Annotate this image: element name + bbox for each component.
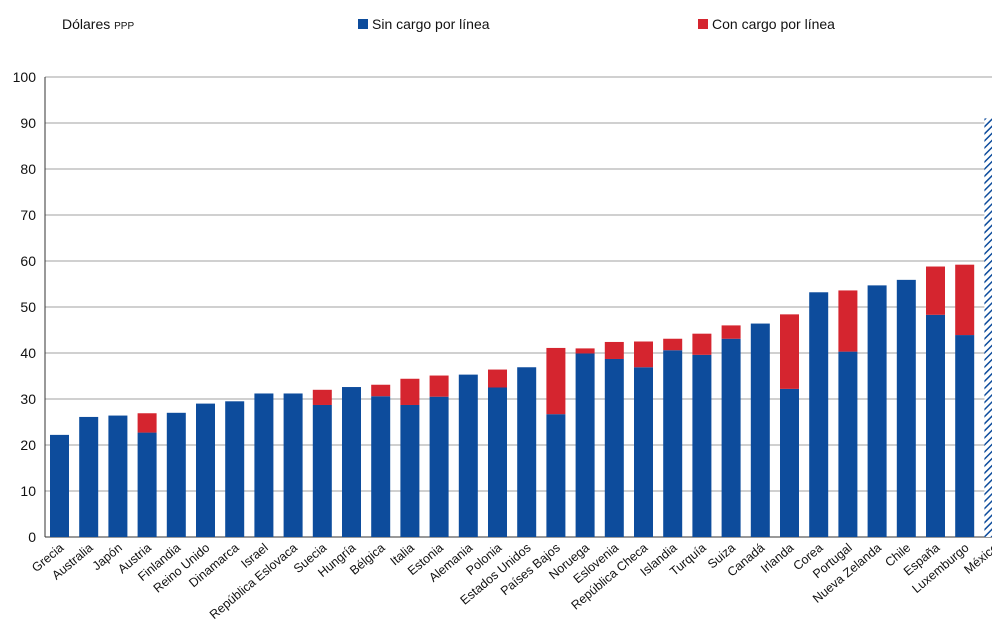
bar-sin-cargo-belgica — [371, 396, 391, 537]
bar-sin-cargo-turquia — [692, 354, 712, 537]
y-tick-label: 0 — [28, 529, 36, 545]
bar-sin-cargo-republica-eslovaca — [283, 393, 303, 537]
bar-sin-cargo-hungria — [342, 387, 361, 537]
unit-label-suffix: PPP — [114, 21, 135, 32]
bar-con-cargo-irlanda — [780, 314, 799, 389]
y-tick-label: 100 — [13, 69, 37, 85]
legend-label-con-cargo: Con cargo por línea — [712, 16, 835, 32]
bar-sin-cargo-islandia — [663, 350, 683, 537]
bar-sin-cargo-eslovenia — [604, 358, 624, 537]
bar-sin-cargo-grecia — [50, 434, 69, 537]
y-tick-label: 70 — [20, 207, 36, 223]
bar-sin-cargo-japon — [108, 415, 128, 537]
bar-sin-cargo-corea — [809, 292, 829, 537]
bar-sin-cargo-reino-unido — [196, 403, 215, 537]
bar-sin-cargo-austria — [137, 432, 157, 537]
legend-item-sin-cargo: Sin cargo por línea — [358, 16, 490, 32]
y-tick-label: 50 — [20, 299, 36, 315]
bar-sin-cargo-finlandia — [166, 412, 186, 537]
bar-sin-cargo-australia — [79, 416, 99, 537]
bar-sin-cargo-luxemburgo — [955, 335, 975, 537]
y-tick-label: 80 — [20, 161, 36, 177]
bar-con-cargo-belgica — [371, 384, 391, 397]
bar-con-cargo-islandia — [663, 338, 683, 351]
bar-sin-cargo-estados-unidos — [517, 367, 537, 537]
bar-sin-cargo-dinamarca — [225, 401, 245, 537]
bar-con-cargo-polonia — [488, 369, 507, 388]
y-tick-label: 60 — [20, 253, 36, 269]
bar-sin-cargo-suiza — [721, 338, 741, 537]
y-tick-label: 90 — [20, 115, 36, 131]
bar-sin-cargo-estonia — [429, 396, 449, 537]
y-axis-ticks: 0 10 20 30 40 50 60 70 80 90 100 — [13, 69, 37, 545]
legend-item-con-cargo: Con cargo por línea — [698, 16, 835, 32]
bar-sin-cargo-mexico — [984, 118, 992, 538]
bar-sin-cargo-noruega — [575, 353, 595, 537]
bar-sin-cargo-polonia — [488, 387, 507, 537]
bar-con-cargo-paises-bajos — [546, 347, 566, 415]
bar-con-cargo-eslovenia — [604, 341, 624, 359]
bar-con-cargo-republica-checa — [634, 341, 653, 368]
bar-con-cargo-luxemburgo — [955, 264, 975, 336]
bar-con-cargo-austria — [137, 413, 157, 433]
x-tick-label-irlanda: Irlanda — [758, 541, 796, 576]
bar-sin-cargo-portugal — [838, 351, 858, 537]
bar-con-cargo-espana — [926, 266, 945, 315]
bars — [50, 118, 992, 538]
bar-con-cargo-portugal — [838, 290, 858, 352]
bar-sin-cargo-republica-checa — [634, 367, 653, 537]
bar-sin-cargo-espana — [926, 314, 945, 537]
bar-con-cargo-italia — [400, 378, 420, 405]
bar-sin-cargo-israel — [254, 393, 274, 537]
unit-label-main: Dólares — [62, 16, 111, 32]
bar-con-cargo-suecia — [312, 389, 332, 405]
bar-con-cargo-turquia — [692, 333, 712, 355]
y-tick-label: 20 — [20, 437, 36, 453]
unit-label: Dólares PPP — [62, 16, 134, 32]
legend-swatch-con-cargo — [698, 19, 708, 29]
bar-sin-cargo-paises-bajos — [546, 414, 566, 537]
bar-con-cargo-noruega — [575, 348, 595, 354]
bar-sin-cargo-nueva-zelanda — [867, 285, 887, 537]
y-tick-label: 40 — [20, 345, 36, 361]
bar-sin-cargo-canada — [750, 323, 770, 537]
y-tick-label: 10 — [20, 483, 36, 499]
legend-swatch-sin-cargo — [358, 19, 368, 29]
x-axis-ticks: GreciaAustraliaJapónAustriaFinlandiaRein… — [29, 541, 992, 622]
bar-con-cargo-suiza — [721, 325, 741, 339]
bar-sin-cargo-irlanda — [780, 388, 799, 537]
bar-sin-cargo-alemania — [458, 374, 478, 537]
bar-sin-cargo-italia — [400, 404, 420, 537]
y-tick-label: 30 — [20, 391, 36, 407]
bar-con-cargo-estonia — [429, 375, 449, 397]
bar-sin-cargo-chile — [896, 279, 916, 537]
bar-sin-cargo-suecia — [312, 404, 332, 537]
legend-label-sin-cargo: Sin cargo por línea — [372, 16, 490, 32]
